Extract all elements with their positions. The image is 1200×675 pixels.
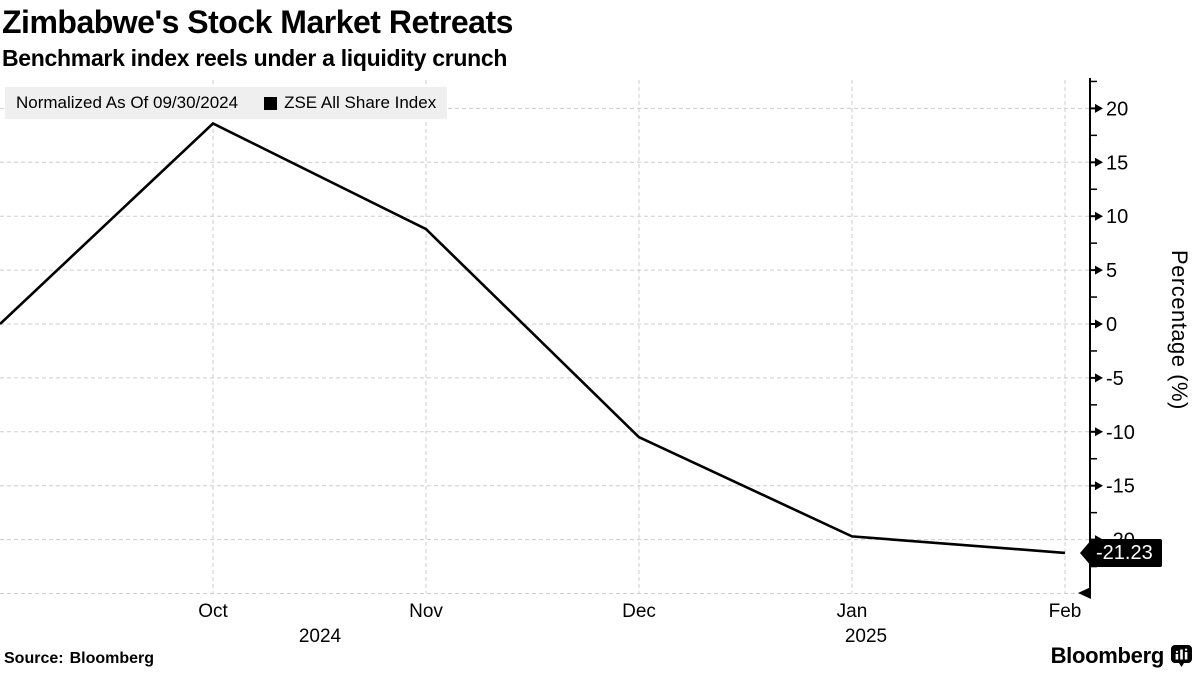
last-value-label: -21.23 [1092, 539, 1162, 567]
y-tick-arrow-icon [1095, 103, 1103, 113]
y-tick-arrow-icon [1095, 427, 1103, 437]
x-tick-label: Dec [622, 601, 656, 622]
page-subtitle: Benchmark index reels under a liquidity … [2, 45, 508, 71]
legend-note: Normalized As Of 09/30/2024 [16, 93, 239, 112]
y-tick-arrow-icon [1095, 157, 1103, 167]
y-axis-title: Percentage (%) [1167, 250, 1192, 410]
bloomberg-wordmark: Bloomberg [1050, 643, 1165, 668]
y-tick-label: 5 [1106, 260, 1117, 282]
y-tick-label: -10 [1106, 422, 1135, 444]
y-tick-label: 20 [1106, 98, 1128, 120]
source-label: Source: [4, 650, 64, 667]
y-tick-label: 0 [1106, 314, 1117, 336]
y-tick-arrow-icon [1095, 481, 1103, 491]
y-tick-label: 10 [1106, 206, 1128, 228]
x-tick-label: Jan [837, 601, 868, 622]
x-year-label: 2025 [845, 626, 887, 647]
y-tick-arrow-icon [1095, 373, 1103, 383]
series-swatch-icon [264, 96, 278, 110]
legend-series-label: ZSE All Share Index [284, 93, 437, 112]
page-title: Zimbabwe's Stock Market Retreats [2, 4, 513, 40]
y-tick-arrow-icon [1095, 211, 1103, 221]
x-tick-label: Feb [1049, 601, 1082, 622]
chart-legend: Normalized As Of 09/30/2024 ZSE All Shar… [5, 87, 448, 119]
y-tick-arrow-icon [1095, 319, 1103, 329]
bloomberg-terminal-icon [1171, 644, 1192, 667]
y-tick-label: -15 [1106, 476, 1135, 498]
y-tick-label: -5 [1106, 368, 1124, 390]
y-tick-arrow-icon [1095, 265, 1103, 275]
last-value-tag: -21.23 [1080, 539, 1162, 567]
source-note: Source: Bloomberg [4, 650, 154, 668]
x-tick-label: Nov [409, 601, 443, 622]
bloomberg-brand: Bloomberg [1051, 643, 1192, 669]
x-tick-label: Oct [198, 601, 228, 622]
x-year-label: 2024 [299, 626, 342, 647]
axis-end-arrow-icon [1078, 587, 1091, 599]
source-value: Bloomberg [69, 650, 155, 667]
tag-arrow-icon [1080, 539, 1092, 567]
y-tick-label: 15 [1106, 152, 1128, 174]
series-line-zse-all-share [0, 121, 1066, 555]
